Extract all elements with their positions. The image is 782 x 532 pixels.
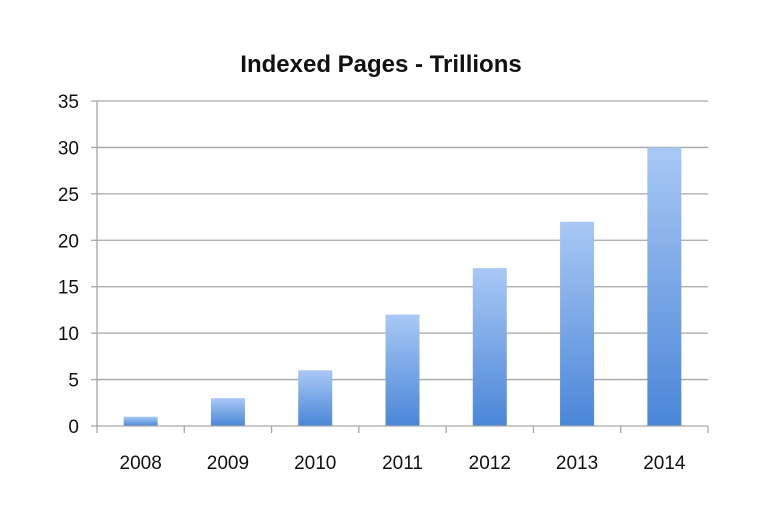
x-tick-label: 2011 <box>382 453 423 474</box>
bar-2014 <box>647 147 682 426</box>
bar-2010 <box>298 370 333 426</box>
y-tick-label: 25 <box>58 185 79 206</box>
bars <box>123 147 682 426</box>
bar-2008 <box>123 416 158 426</box>
y-tick-label: 10 <box>58 324 79 345</box>
x-tick-label: 2008 <box>120 453 162 474</box>
bar-2013 <box>560 221 595 426</box>
y-tick-label: 20 <box>58 231 79 252</box>
bar-2009 <box>210 398 245 426</box>
x-tick-label: 2014 <box>643 453 686 474</box>
y-tick-label: 35 <box>58 92 79 113</box>
y-tick-labels: 0 5 10 15 20 25 30 35 <box>58 92 79 438</box>
y-tick-label: 0 <box>68 417 79 438</box>
y-tick-label: 5 <box>68 371 79 392</box>
x-tick-labels: 2008 2009 2010 2011 2012 2013 2014 <box>120 453 686 474</box>
bar-2011 <box>385 314 420 426</box>
y-tick-label: 30 <box>58 138 79 159</box>
axes <box>91 100 709 433</box>
chart-title: Indexed Pages - Trillions <box>240 51 521 78</box>
x-tick-label: 2012 <box>469 453 511 474</box>
gridlines <box>97 100 708 381</box>
x-tick-label: 2013 <box>556 453 598 474</box>
x-tick-label: 2010 <box>294 453 336 474</box>
x-tick-label: 2009 <box>207 453 249 474</box>
bar-2012 <box>472 268 507 426</box>
y-tick-label: 15 <box>58 278 79 299</box>
